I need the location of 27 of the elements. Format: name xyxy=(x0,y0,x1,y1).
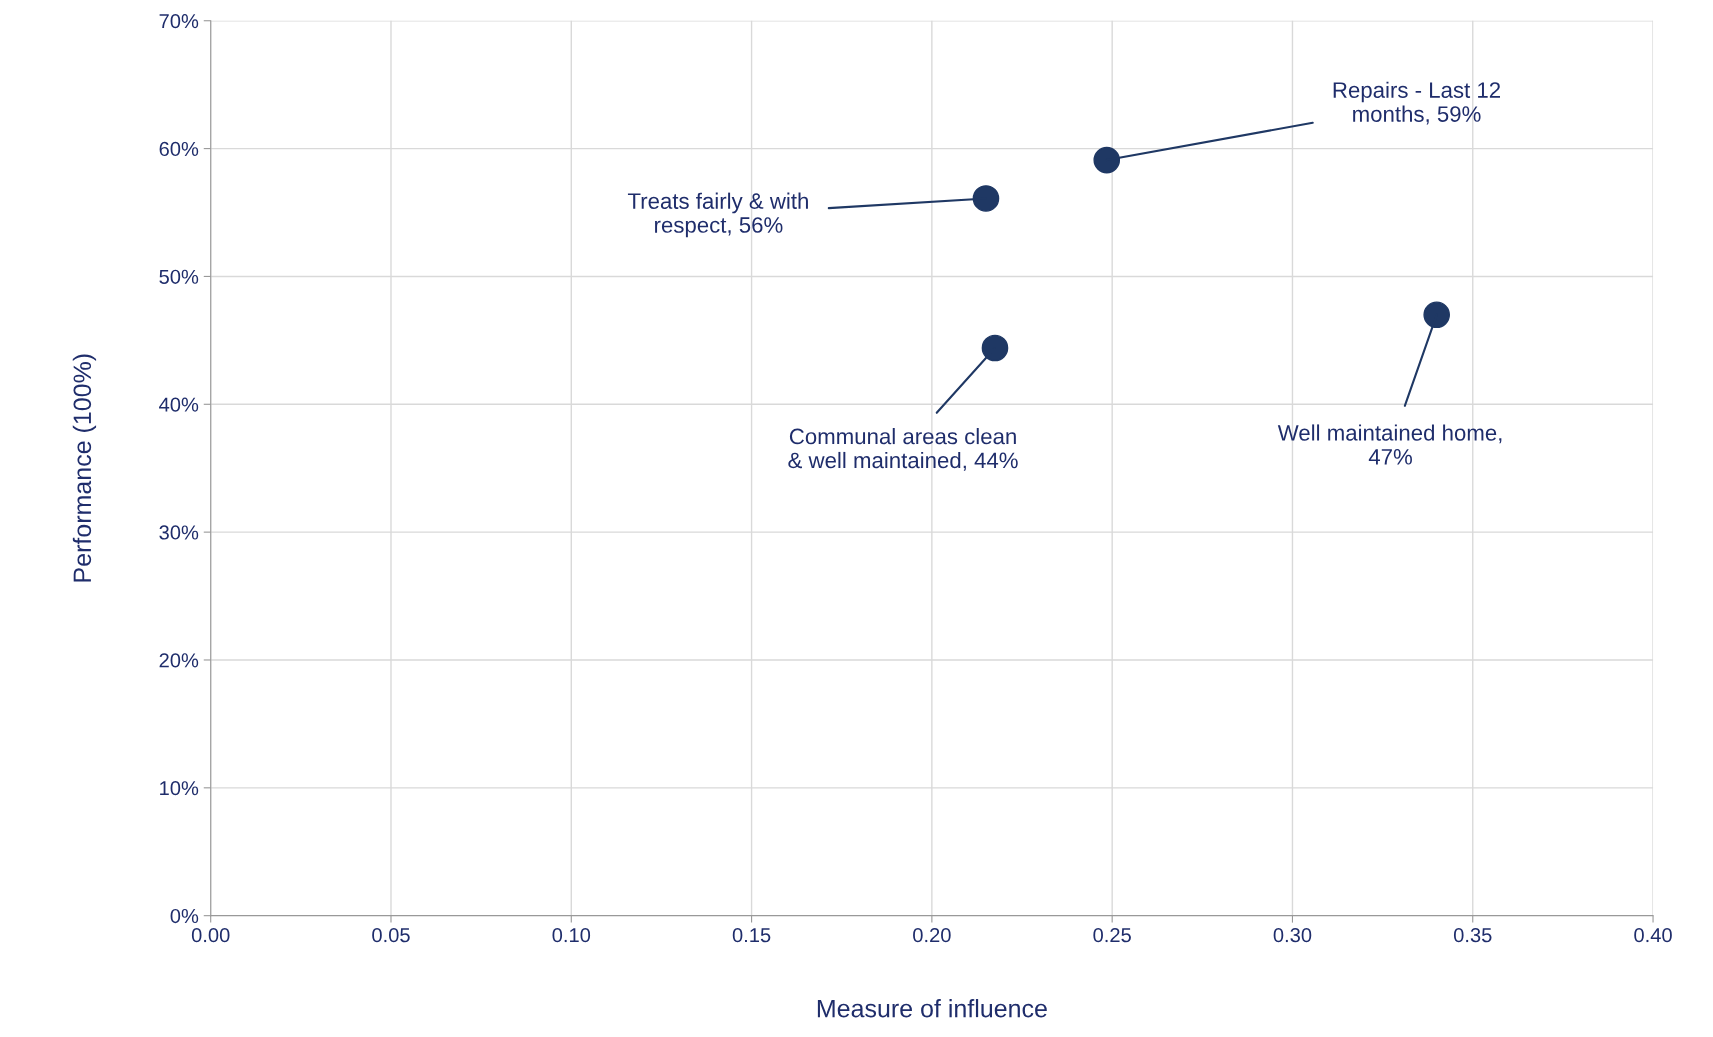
y-tick-label: 70% xyxy=(159,13,199,29)
y-tick-label: 0% xyxy=(170,908,199,924)
y-tick-label: 50% xyxy=(159,269,199,284)
x-tick-label: 0.15 xyxy=(732,928,771,943)
x-tick-label: 0.00 xyxy=(191,928,230,943)
x-tick-label: 0.40 xyxy=(1634,928,1672,943)
x-tick-label: 0.05 xyxy=(372,928,410,943)
y-tick-label: 20% xyxy=(159,653,199,668)
annotation: Repairs - Last 12 months, 59% xyxy=(1333,81,1500,125)
y-tick-label: 10% xyxy=(160,781,199,796)
x-axis-title: Measure of influence xyxy=(817,999,1047,1018)
point xyxy=(981,334,1009,362)
annotation: Communal areas clean & well maintained, 44% xyxy=(788,427,1018,471)
x-tick-label: 0.10 xyxy=(552,928,591,943)
x-tick-label: 0.35 xyxy=(1453,928,1492,943)
point xyxy=(972,185,1000,212)
point xyxy=(1423,301,1451,329)
x-tick-label: 0.20 xyxy=(913,928,951,943)
y-tick-label: 60% xyxy=(159,141,199,157)
annotation: Well maintained home, 47% xyxy=(1277,424,1502,465)
y-tick-label: 30% xyxy=(159,525,199,540)
annotation: Treats fairly & with respect, 56% xyxy=(627,192,808,238)
y-tick-label: 40% xyxy=(159,397,199,412)
point xyxy=(1093,146,1121,174)
y-axis-title: Performance (100%) xyxy=(72,354,97,582)
x-tick-label: 0.30 xyxy=(1273,928,1312,943)
x-tick-label: 0.25 xyxy=(1093,928,1131,943)
